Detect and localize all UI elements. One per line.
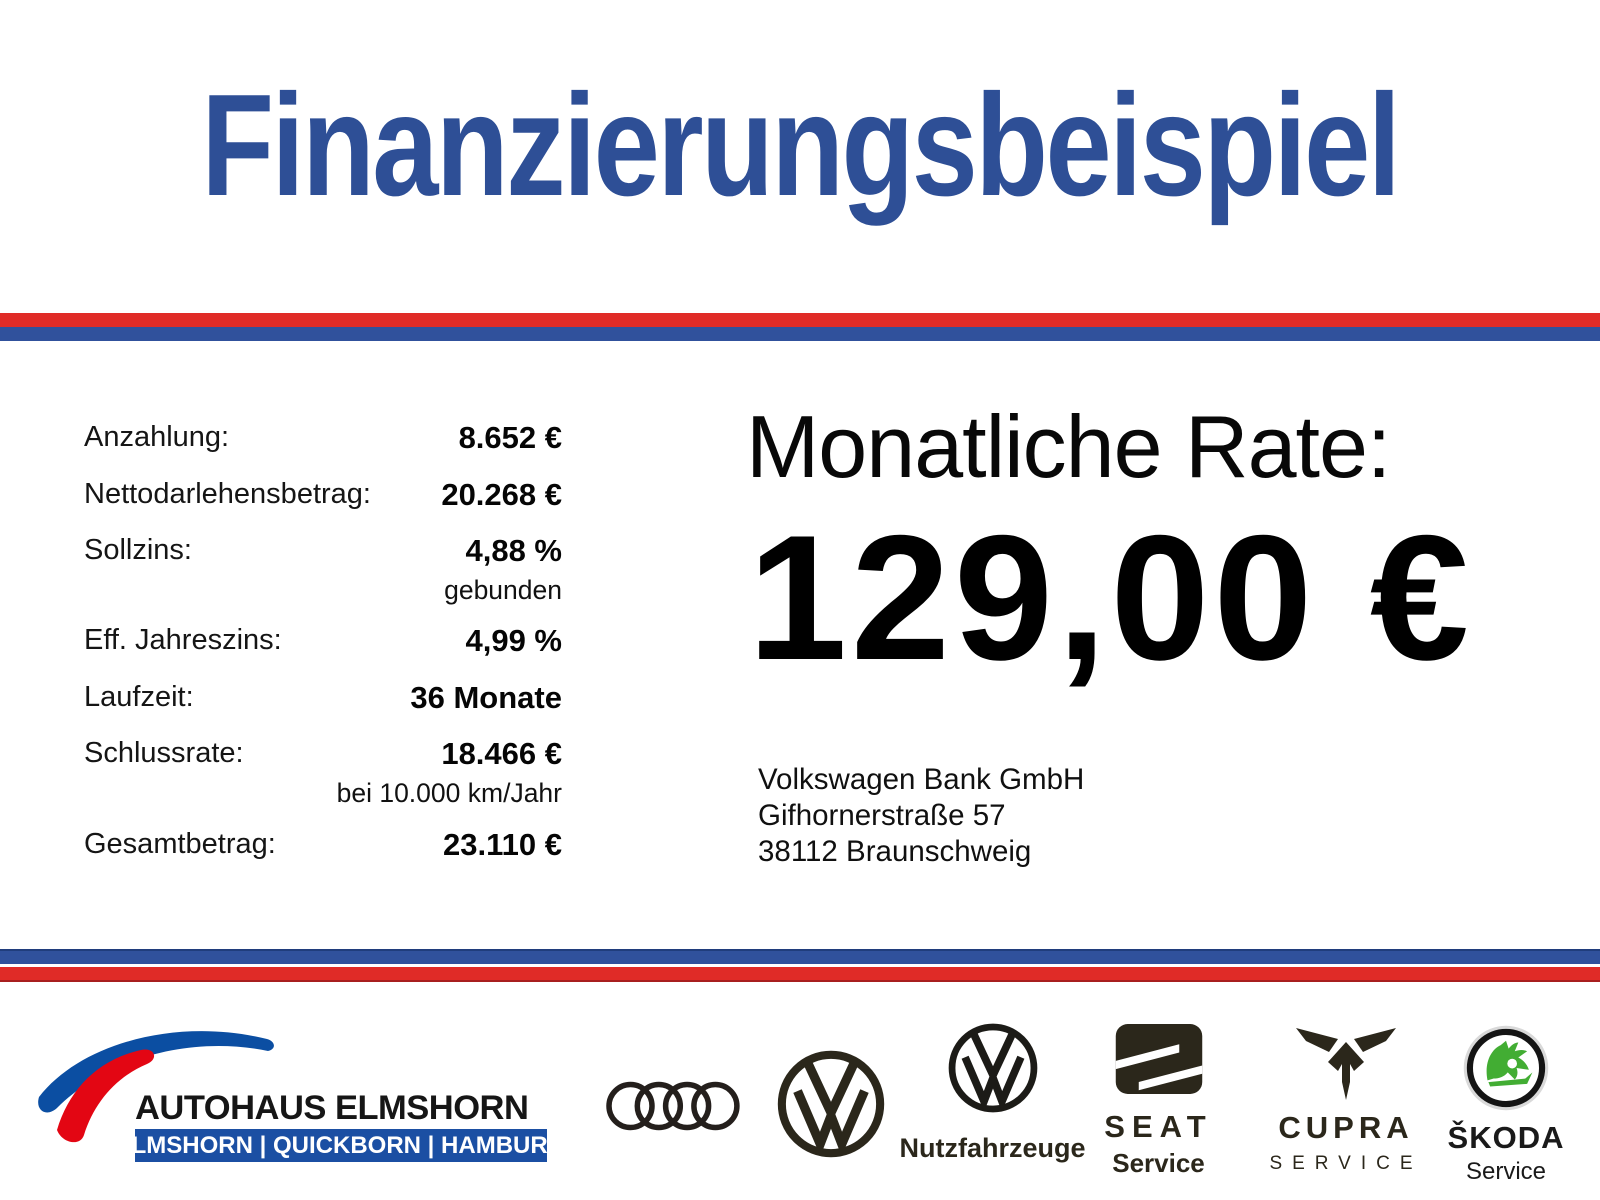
finance-label: Nettodarlehensbetrag: [84,478,371,510]
finance-label: Gesamtbetrag: [84,828,276,860]
vw-roundel-icon [777,1050,885,1158]
finance-value: 20.268 € [441,477,562,512]
skoda-wordmark: ŠKODA [1447,1120,1565,1155]
cupra-service-label: SERVICE [1269,1153,1423,1174]
page-title: Finanzierungsbeispiel [0,64,1600,226]
divider-bottom-white-gap [0,964,1600,967]
dealer-logo: AUTOHAUS ELMSHORN ELMSHORN | QUICKBORN |… [35,1005,566,1177]
finance-row-nettodarlehensbetrag: Nettodarlehensbetrag: 20.268 € [84,477,562,513]
finance-label: Eff. Jahreszins: [84,624,282,656]
divider-bottom [0,949,1600,982]
finance-note: bei 10.000 km/Jahr [336,777,562,808]
finance-row-eff-jahreszins: Eff. Jahreszins: 4,99 % [84,623,562,659]
finance-value: 4,99 % [465,623,562,658]
cupra-wordmark: CUPRA [1278,1110,1414,1145]
brand-vw-nutzfahrzeuge: Nutzfahrzeuge [900,1023,1086,1164]
finance-label: Anzahlung: [84,421,230,453]
finance-value: 23.110 € [443,827,562,862]
finance-value: 8.652 € [458,420,562,455]
monthly-rate-heading: Monatliche Rate: [746,397,1391,496]
skoda-winged-arrow-icon [1463,1025,1549,1111]
divider-top [0,313,1600,341]
elmshorn-swoosh-icon [38,1031,274,1143]
dealer-name: AUTOHAUS ELMSHORN [135,1089,529,1127]
monthly-rate-amount: 129,00 € [748,498,1473,697]
skoda-service-label: Service [1465,1158,1547,1185]
bank-city: 38112 Braunschweig [758,835,1032,868]
seat-service-label: Service [1112,1148,1205,1178]
page-title-text: Finanzierungsbeispiel [201,64,1400,226]
divider-top-blue-stripe [0,327,1600,341]
bank-street: Gifhornerstraße 57 [758,799,1006,832]
finance-row-schlussrate: Schlussrate: 18.466 € bei 10.000 km/Jahr [84,736,562,808]
finance-row-laufzeit: Laufzeit: 36 Monate [84,680,562,716]
audi-rings-icon [606,1081,740,1131]
finance-table: Anzahlung: 8.652 € Nettodarlehensbetrag:… [84,415,562,885]
bank-address: Volkswagen Bank GmbH Gifhornerstraße 57 … [758,762,1084,870]
finance-row-anzahlung: Anzahlung: 8.652 € [84,420,562,456]
finance-label: Sollzins: [84,534,192,566]
seat-s-icon [1115,1024,1202,1094]
finance-value: 18.466 € [441,736,562,771]
finance-note: gebunden [444,574,562,605]
brand-vw [777,1050,885,1158]
brand-audi [606,1079,740,1133]
bank-name: Volkswagen Bank GmbH [758,763,1085,796]
divider-bottom-blue-stripe [0,949,1600,964]
finance-label: Laufzeit: [84,681,194,713]
finance-value: 4,88 % [465,533,562,568]
divider-bottom-red-stripe [0,967,1600,982]
brand-seat: SEAT Service [1096,1021,1221,1179]
finance-row-sollzins: Sollzins: 4,88 % gebunden [84,533,562,605]
dealer-locations-bar: ELMSHORN | QUICKBORN | HAMBURG [116,1129,566,1162]
vw-roundel-icon [948,1023,1037,1113]
vw-nutzfahrzeuge-label: Nutzfahrzeuge [899,1133,1086,1163]
finance-label: Schlussrate: [84,737,244,769]
brand-cupra: CUPRA SERVICE [1248,1026,1444,1175]
dealer-locations: ELMSHORN | QUICKBORN | HAMBURG [115,1131,567,1159]
divider-top-red-stripe [0,313,1600,327]
brand-skoda: ŠKODA Service [1427,1024,1585,1186]
cupra-trident-icon [1296,1028,1396,1100]
finance-value: 36 Monate [410,680,562,715]
seat-wordmark: SEAT [1104,1109,1213,1144]
finance-row-gesamtbetrag: Gesamtbetrag: 23.110 € [84,827,562,863]
